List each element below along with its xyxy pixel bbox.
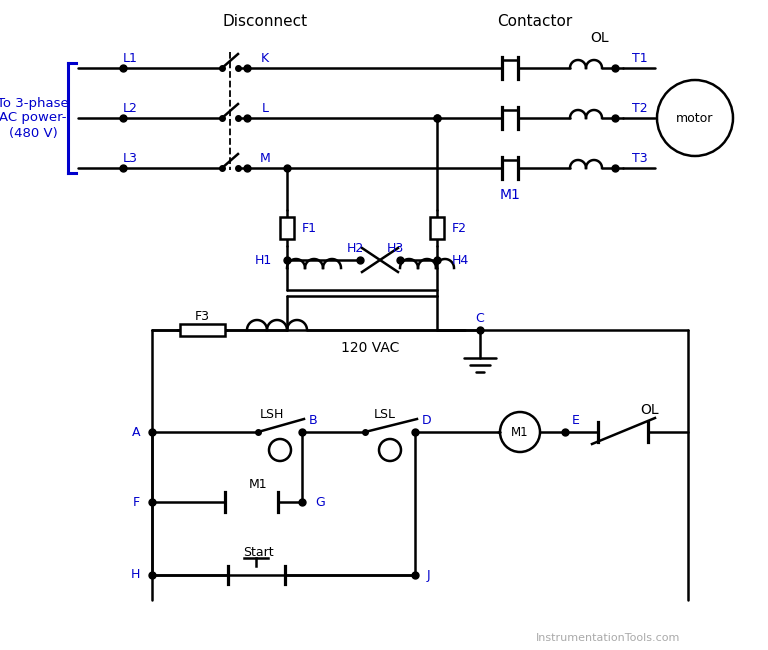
Text: K: K bbox=[261, 51, 269, 64]
Text: L: L bbox=[261, 101, 269, 114]
Bar bbox=[430, 217, 444, 239]
Text: B: B bbox=[309, 413, 318, 426]
Text: H4: H4 bbox=[452, 254, 469, 266]
Text: D: D bbox=[422, 413, 432, 426]
Bar bbox=[280, 217, 294, 239]
Text: H2: H2 bbox=[346, 242, 363, 255]
Text: Disconnect: Disconnect bbox=[223, 14, 307, 29]
Text: OL: OL bbox=[591, 31, 609, 45]
Text: motor: motor bbox=[677, 112, 713, 125]
Text: M1: M1 bbox=[249, 478, 267, 491]
Text: L2: L2 bbox=[123, 101, 137, 114]
Text: M1: M1 bbox=[511, 426, 529, 439]
Text: Contactor: Contactor bbox=[498, 14, 573, 29]
Text: LSL: LSL bbox=[374, 408, 396, 421]
Text: To 3-phase
AC power-
(480 V): To 3-phase AC power- (480 V) bbox=[0, 96, 69, 140]
Text: J: J bbox=[427, 569, 431, 582]
Text: G: G bbox=[315, 495, 325, 508]
Text: F2: F2 bbox=[452, 222, 467, 235]
Text: T1: T1 bbox=[632, 51, 648, 64]
Text: OL: OL bbox=[641, 403, 659, 417]
Text: T3: T3 bbox=[632, 151, 648, 164]
Text: 120 VAC: 120 VAC bbox=[341, 341, 399, 355]
Text: M: M bbox=[260, 151, 270, 164]
Text: H1: H1 bbox=[255, 254, 272, 266]
Text: F1: F1 bbox=[302, 222, 317, 235]
Text: LSH: LSH bbox=[260, 408, 284, 421]
Text: H3: H3 bbox=[386, 242, 404, 255]
Text: F: F bbox=[133, 495, 140, 508]
Text: A: A bbox=[131, 426, 140, 439]
Text: F3: F3 bbox=[194, 309, 210, 322]
Text: M1: M1 bbox=[499, 188, 521, 202]
Text: L3: L3 bbox=[123, 151, 137, 164]
Bar bbox=[180, 324, 224, 336]
Text: E: E bbox=[572, 413, 580, 426]
Text: H: H bbox=[131, 569, 140, 582]
Text: InstrumentationTools.com: InstrumentationTools.com bbox=[535, 633, 680, 643]
Text: Start: Start bbox=[243, 547, 273, 560]
Text: L1: L1 bbox=[123, 51, 137, 64]
Text: T2: T2 bbox=[632, 101, 648, 114]
Text: C: C bbox=[475, 311, 485, 324]
